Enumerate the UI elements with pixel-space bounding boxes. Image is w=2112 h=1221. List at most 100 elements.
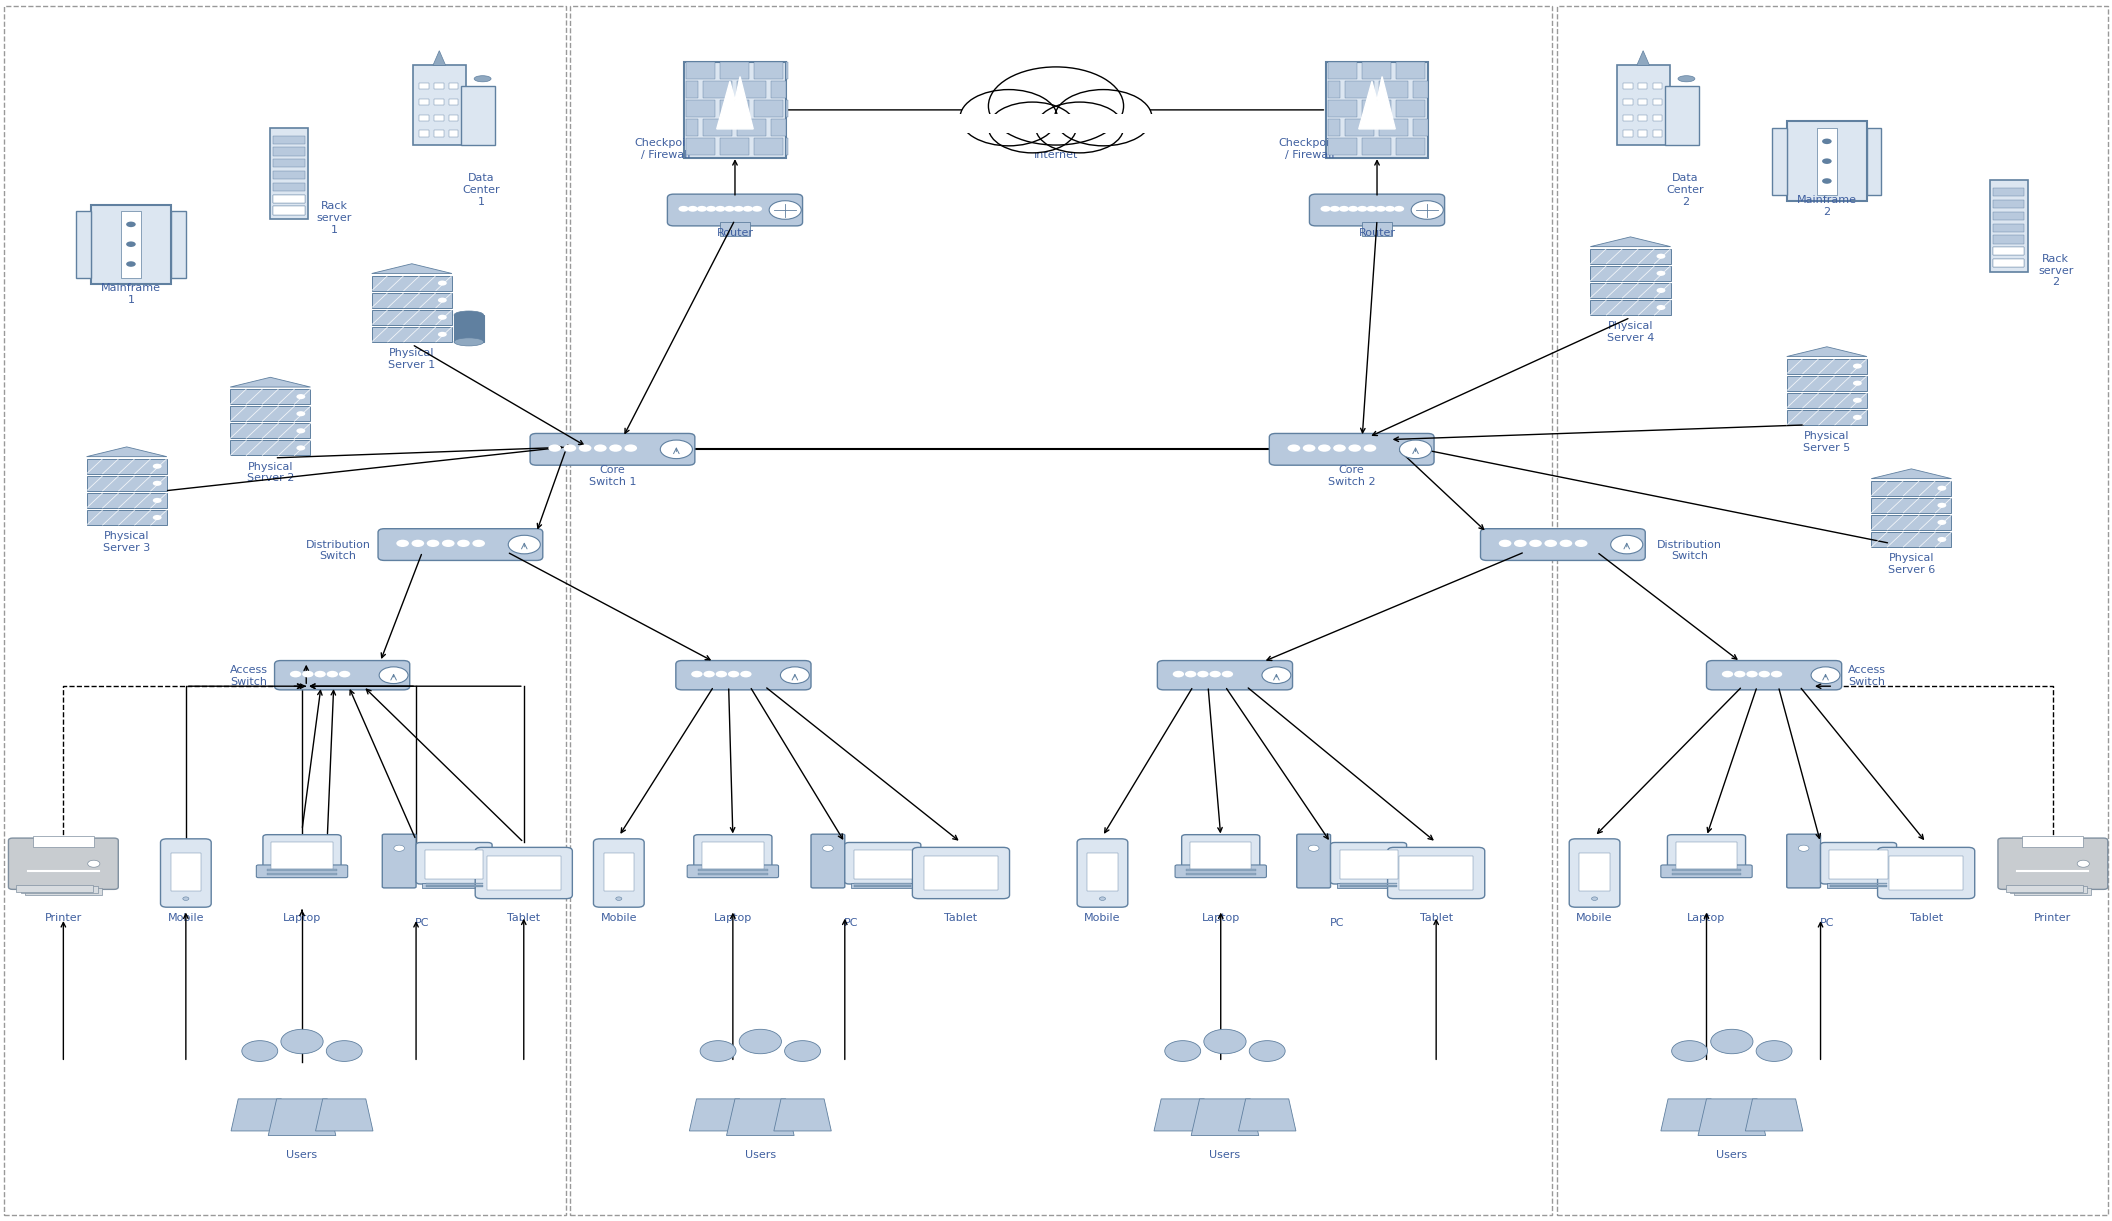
Circle shape <box>1937 537 1947 542</box>
Circle shape <box>988 67 1124 145</box>
Circle shape <box>729 670 739 678</box>
Circle shape <box>437 298 448 303</box>
Text: Laptop: Laptop <box>1687 913 1726 923</box>
FancyBboxPatch shape <box>87 476 167 491</box>
FancyBboxPatch shape <box>450 83 458 89</box>
FancyBboxPatch shape <box>435 99 444 105</box>
Text: Laptop: Laptop <box>283 913 321 923</box>
FancyBboxPatch shape <box>1654 83 1662 89</box>
Polygon shape <box>1590 237 1671 247</box>
FancyBboxPatch shape <box>1187 873 1255 874</box>
FancyBboxPatch shape <box>676 661 811 690</box>
FancyBboxPatch shape <box>87 493 167 508</box>
Text: Checkpoint
/ Firewall: Checkpoint / Firewall <box>634 138 697 160</box>
Circle shape <box>296 411 306 416</box>
FancyBboxPatch shape <box>1624 83 1633 89</box>
FancyBboxPatch shape <box>1827 883 1890 888</box>
FancyBboxPatch shape <box>120 211 142 277</box>
Circle shape <box>397 540 410 547</box>
Circle shape <box>822 845 834 851</box>
Circle shape <box>1937 503 1947 508</box>
FancyBboxPatch shape <box>1618 65 1671 145</box>
Polygon shape <box>268 1099 336 1136</box>
FancyBboxPatch shape <box>450 99 458 105</box>
Polygon shape <box>230 377 310 387</box>
Polygon shape <box>315 1099 374 1131</box>
FancyBboxPatch shape <box>754 138 784 155</box>
Circle shape <box>625 444 638 452</box>
Circle shape <box>678 206 689 211</box>
Text: Physical
Server 2: Physical Server 2 <box>247 462 294 484</box>
Circle shape <box>1411 200 1442 220</box>
Ellipse shape <box>454 311 484 319</box>
Text: Physical
Server 5: Physical Server 5 <box>1804 431 1850 453</box>
FancyBboxPatch shape <box>272 194 306 203</box>
FancyBboxPatch shape <box>418 115 429 121</box>
Circle shape <box>427 540 439 547</box>
Circle shape <box>988 103 1077 153</box>
Text: PC: PC <box>416 918 429 928</box>
Polygon shape <box>1871 469 1951 479</box>
Circle shape <box>152 498 163 503</box>
Circle shape <box>1937 486 1947 491</box>
Circle shape <box>473 540 486 547</box>
FancyBboxPatch shape <box>720 100 750 117</box>
Circle shape <box>1385 206 1394 211</box>
FancyBboxPatch shape <box>955 114 1157 133</box>
Circle shape <box>689 206 697 211</box>
Circle shape <box>1611 535 1643 554</box>
Circle shape <box>441 540 454 547</box>
Circle shape <box>1747 670 1757 678</box>
Text: Router: Router <box>716 228 754 238</box>
Circle shape <box>1656 271 1666 276</box>
Circle shape <box>1347 206 1358 211</box>
Text: Core
Switch 1: Core Switch 1 <box>589 465 636 487</box>
Circle shape <box>437 281 448 286</box>
FancyBboxPatch shape <box>686 138 716 155</box>
FancyBboxPatch shape <box>1362 100 1392 117</box>
Text: Data
Center
1: Data Center 1 <box>463 173 501 206</box>
FancyBboxPatch shape <box>264 835 342 874</box>
Text: Physical
Server 1: Physical Server 1 <box>389 348 435 370</box>
FancyBboxPatch shape <box>811 834 845 888</box>
Circle shape <box>1656 305 1666 310</box>
FancyBboxPatch shape <box>1331 842 1407 884</box>
Circle shape <box>716 206 724 211</box>
FancyBboxPatch shape <box>171 211 186 277</box>
Circle shape <box>1164 1040 1200 1061</box>
FancyBboxPatch shape <box>912 847 1010 899</box>
Text: Physical
Server 6: Physical Server 6 <box>1888 553 1935 575</box>
FancyBboxPatch shape <box>754 100 784 117</box>
FancyBboxPatch shape <box>686 82 699 98</box>
Circle shape <box>456 540 469 547</box>
Text: Users: Users <box>287 1150 317 1160</box>
Text: Tablet: Tablet <box>944 913 978 923</box>
Text: Internet: Internet <box>1033 150 1079 160</box>
Circle shape <box>1656 288 1666 293</box>
FancyBboxPatch shape <box>1673 873 1742 874</box>
FancyBboxPatch shape <box>17 885 93 891</box>
FancyBboxPatch shape <box>686 864 779 878</box>
Polygon shape <box>773 1099 832 1131</box>
Circle shape <box>608 444 621 452</box>
FancyBboxPatch shape <box>1157 661 1293 690</box>
FancyBboxPatch shape <box>1624 99 1633 105</box>
FancyBboxPatch shape <box>1639 131 1647 137</box>
Circle shape <box>703 670 714 678</box>
FancyBboxPatch shape <box>684 62 786 158</box>
Circle shape <box>296 394 306 399</box>
FancyBboxPatch shape <box>1379 120 1409 136</box>
FancyBboxPatch shape <box>270 841 334 869</box>
Circle shape <box>1759 670 1770 678</box>
Circle shape <box>697 206 708 211</box>
FancyBboxPatch shape <box>1992 247 2025 255</box>
Text: Access
Switch: Access Switch <box>1848 665 1886 687</box>
Text: PC: PC <box>1331 918 1343 928</box>
FancyBboxPatch shape <box>1871 498 1951 513</box>
Text: Tablet: Tablet <box>1909 913 1943 923</box>
Circle shape <box>380 667 408 684</box>
FancyBboxPatch shape <box>1398 856 1474 890</box>
Circle shape <box>724 206 735 211</box>
Text: Users: Users <box>1210 1150 1240 1160</box>
Circle shape <box>1339 206 1350 211</box>
